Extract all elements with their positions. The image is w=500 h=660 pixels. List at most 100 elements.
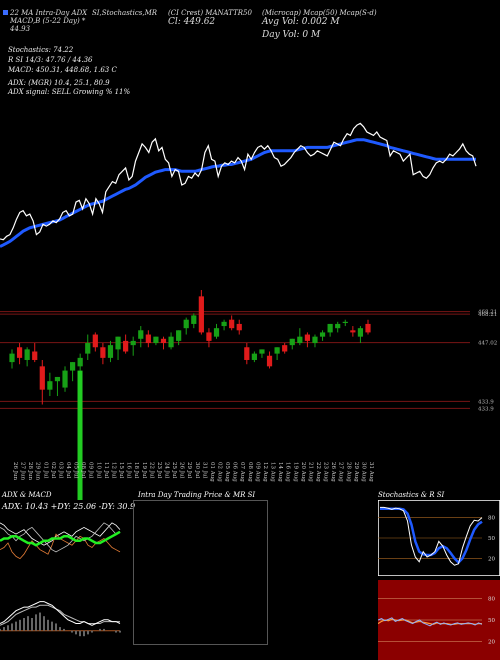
ma-line <box>0 138 476 248</box>
adx-series-0 <box>0 522 121 546</box>
date-tick-32: 09 Aug <box>254 462 260 482</box>
candle-body-4 <box>39 366 45 390</box>
header-exchange-info: (Microcap) Mcap(50) Mcap(S-d) <box>262 9 377 17</box>
macd-panel <box>0 601 121 637</box>
candle-body-1 <box>16 347 23 358</box>
price-line <box>0 122 477 241</box>
date-tick-41: 23 Aug <box>323 462 329 482</box>
macd-readout: MACD: 450.31, 448.68, 1.63 C <box>8 66 117 74</box>
date-tick-10: 09 Jul <box>88 462 94 478</box>
date-tick-35: 14 Aug <box>277 462 283 482</box>
date-tick-4: 01 Jul <box>42 462 48 478</box>
candle-body-9 <box>77 357 83 367</box>
stoch-tick-0: 80 <box>488 516 495 522</box>
candle-body-6 <box>54 376 61 382</box>
date-tick-23: 29 Jul <box>186 462 192 478</box>
candle-body-46 <box>357 328 364 337</box>
date-tick-33: 12 Aug <box>262 462 268 482</box>
rsi-panel: 80 50 20 <box>378 580 500 660</box>
level-label-1: 468.21 <box>478 312 497 318</box>
candle-body-3 <box>32 351 38 360</box>
rsi-readout: R SI 14/3: 47.76 / 44.36 <box>8 56 93 64</box>
date-tick-5: 02 Jul <box>50 462 56 478</box>
date-tick-28: 05 Aug <box>224 462 230 482</box>
candle-body-11 <box>92 334 98 348</box>
candle-body-14 <box>115 336 121 350</box>
header-ticker-block: 22 MA Intra-Day ADX MACD,B (5-22 Day) * … <box>10 9 88 33</box>
header-mid-block: SI,Stochastics,MR <box>92 9 158 17</box>
date-tick-2: 28 Jun <box>27 462 33 480</box>
date-tick-16: 18 Jul <box>133 462 139 478</box>
candle-body-28 <box>221 321 227 327</box>
rsi-tick-1: 50 <box>488 618 495 624</box>
intraday-panel <box>133 500 268 645</box>
date-tick-27: 02 Aug <box>217 462 223 482</box>
candle-body-24 <box>191 315 197 324</box>
date-tick-47: 31 Aug <box>368 462 374 482</box>
candle-body-23 <box>183 319 189 329</box>
date-tick-9: 08 Jul <box>80 462 86 478</box>
candle-body-41 <box>319 332 326 337</box>
candle-body-33 <box>259 349 265 354</box>
level-label-4: 433.9 <box>478 406 494 412</box>
adx-series-2 <box>0 522 121 553</box>
candle-body-40 <box>312 336 318 344</box>
highlight-volume-bar <box>77 370 83 500</box>
candle-body-25 <box>198 296 204 333</box>
adx-series-3 <box>0 530 121 547</box>
candle-body-38 <box>297 336 303 344</box>
candle-body-39 <box>304 334 311 341</box>
candle-body-42 <box>327 323 333 333</box>
date-tick-0: 26 Jun <box>12 462 18 480</box>
date-tick-8: 05 Jul <box>73 462 79 478</box>
date-tick-12: 11 Jul <box>103 462 109 478</box>
candle-body-43 <box>335 323 341 329</box>
date-tick-1: 27 Jun <box>20 462 26 480</box>
adx-signal-readout: ADX signal: SELL Growing % 11% <box>8 88 131 96</box>
candle-body-22 <box>176 330 182 341</box>
day-volume-label: Day Vol: 0 M <box>262 30 321 40</box>
stoch-tick-1: 50 <box>488 536 495 542</box>
date-tick-45: 29 Aug <box>353 462 359 482</box>
candle-body-0 <box>9 353 15 363</box>
adx-panel-title: ADX & MACD <box>2 491 52 499</box>
candle-body-45 <box>350 330 356 333</box>
candle-body-29 <box>229 319 235 329</box>
stoch-k-line <box>380 506 483 566</box>
stochastics-panel: 80 50 20 <box>378 500 500 576</box>
date-tick-40: 22 Aug <box>315 462 321 482</box>
adx-readout: ADX: (MGR) 10.4, 25.1, 80.9 <box>8 79 110 87</box>
candle-body-13 <box>107 345 114 358</box>
date-tick-25: 31 Jul <box>201 462 207 478</box>
rsi-tick-2: 20 <box>488 640 495 646</box>
candle-body-37 <box>289 338 295 346</box>
candle-body-5 <box>47 381 53 390</box>
date-tick-24: 30 Jul <box>194 462 200 478</box>
candle-body-27 <box>213 328 220 337</box>
candle-body-10 <box>85 343 91 354</box>
date-tick-18: 22 Jul <box>148 462 154 478</box>
candle-body-34 <box>266 355 273 367</box>
candle-body-32 <box>251 353 257 360</box>
candle-body-26 <box>206 332 212 341</box>
date-tick-21: 25 Jul <box>171 462 177 478</box>
level-label-2: 447.02 <box>478 341 497 347</box>
candle-body-36 <box>282 345 288 352</box>
candle-body-35 <box>274 347 280 354</box>
stochastics-panel-title: Stochastics & R SI <box>378 491 445 499</box>
date-tick-13: 12 Jul <box>110 462 116 478</box>
candle-body-17 <box>138 330 144 339</box>
date-tick-46: 30 Aug <box>360 462 366 482</box>
date-tick-15: 16 Jul <box>126 462 132 478</box>
rsi-line <box>378 617 483 627</box>
adx-panel-info: ADX: 10.43 +DY: 25.06 -DY: 30.9 <box>2 502 136 511</box>
candle-body-20 <box>160 338 167 344</box>
intraday-panel-title: Intra Day Trading Price & MR SI <box>138 491 256 499</box>
date-tick-22: 26 Jul <box>179 462 185 478</box>
level-label-3: 433.9 <box>478 399 494 405</box>
candle-body-16 <box>130 340 136 346</box>
date-tick-19: 23 Jul <box>156 462 162 478</box>
price-ma-line-chart <box>0 122 477 248</box>
candle-body-12 <box>100 347 106 358</box>
